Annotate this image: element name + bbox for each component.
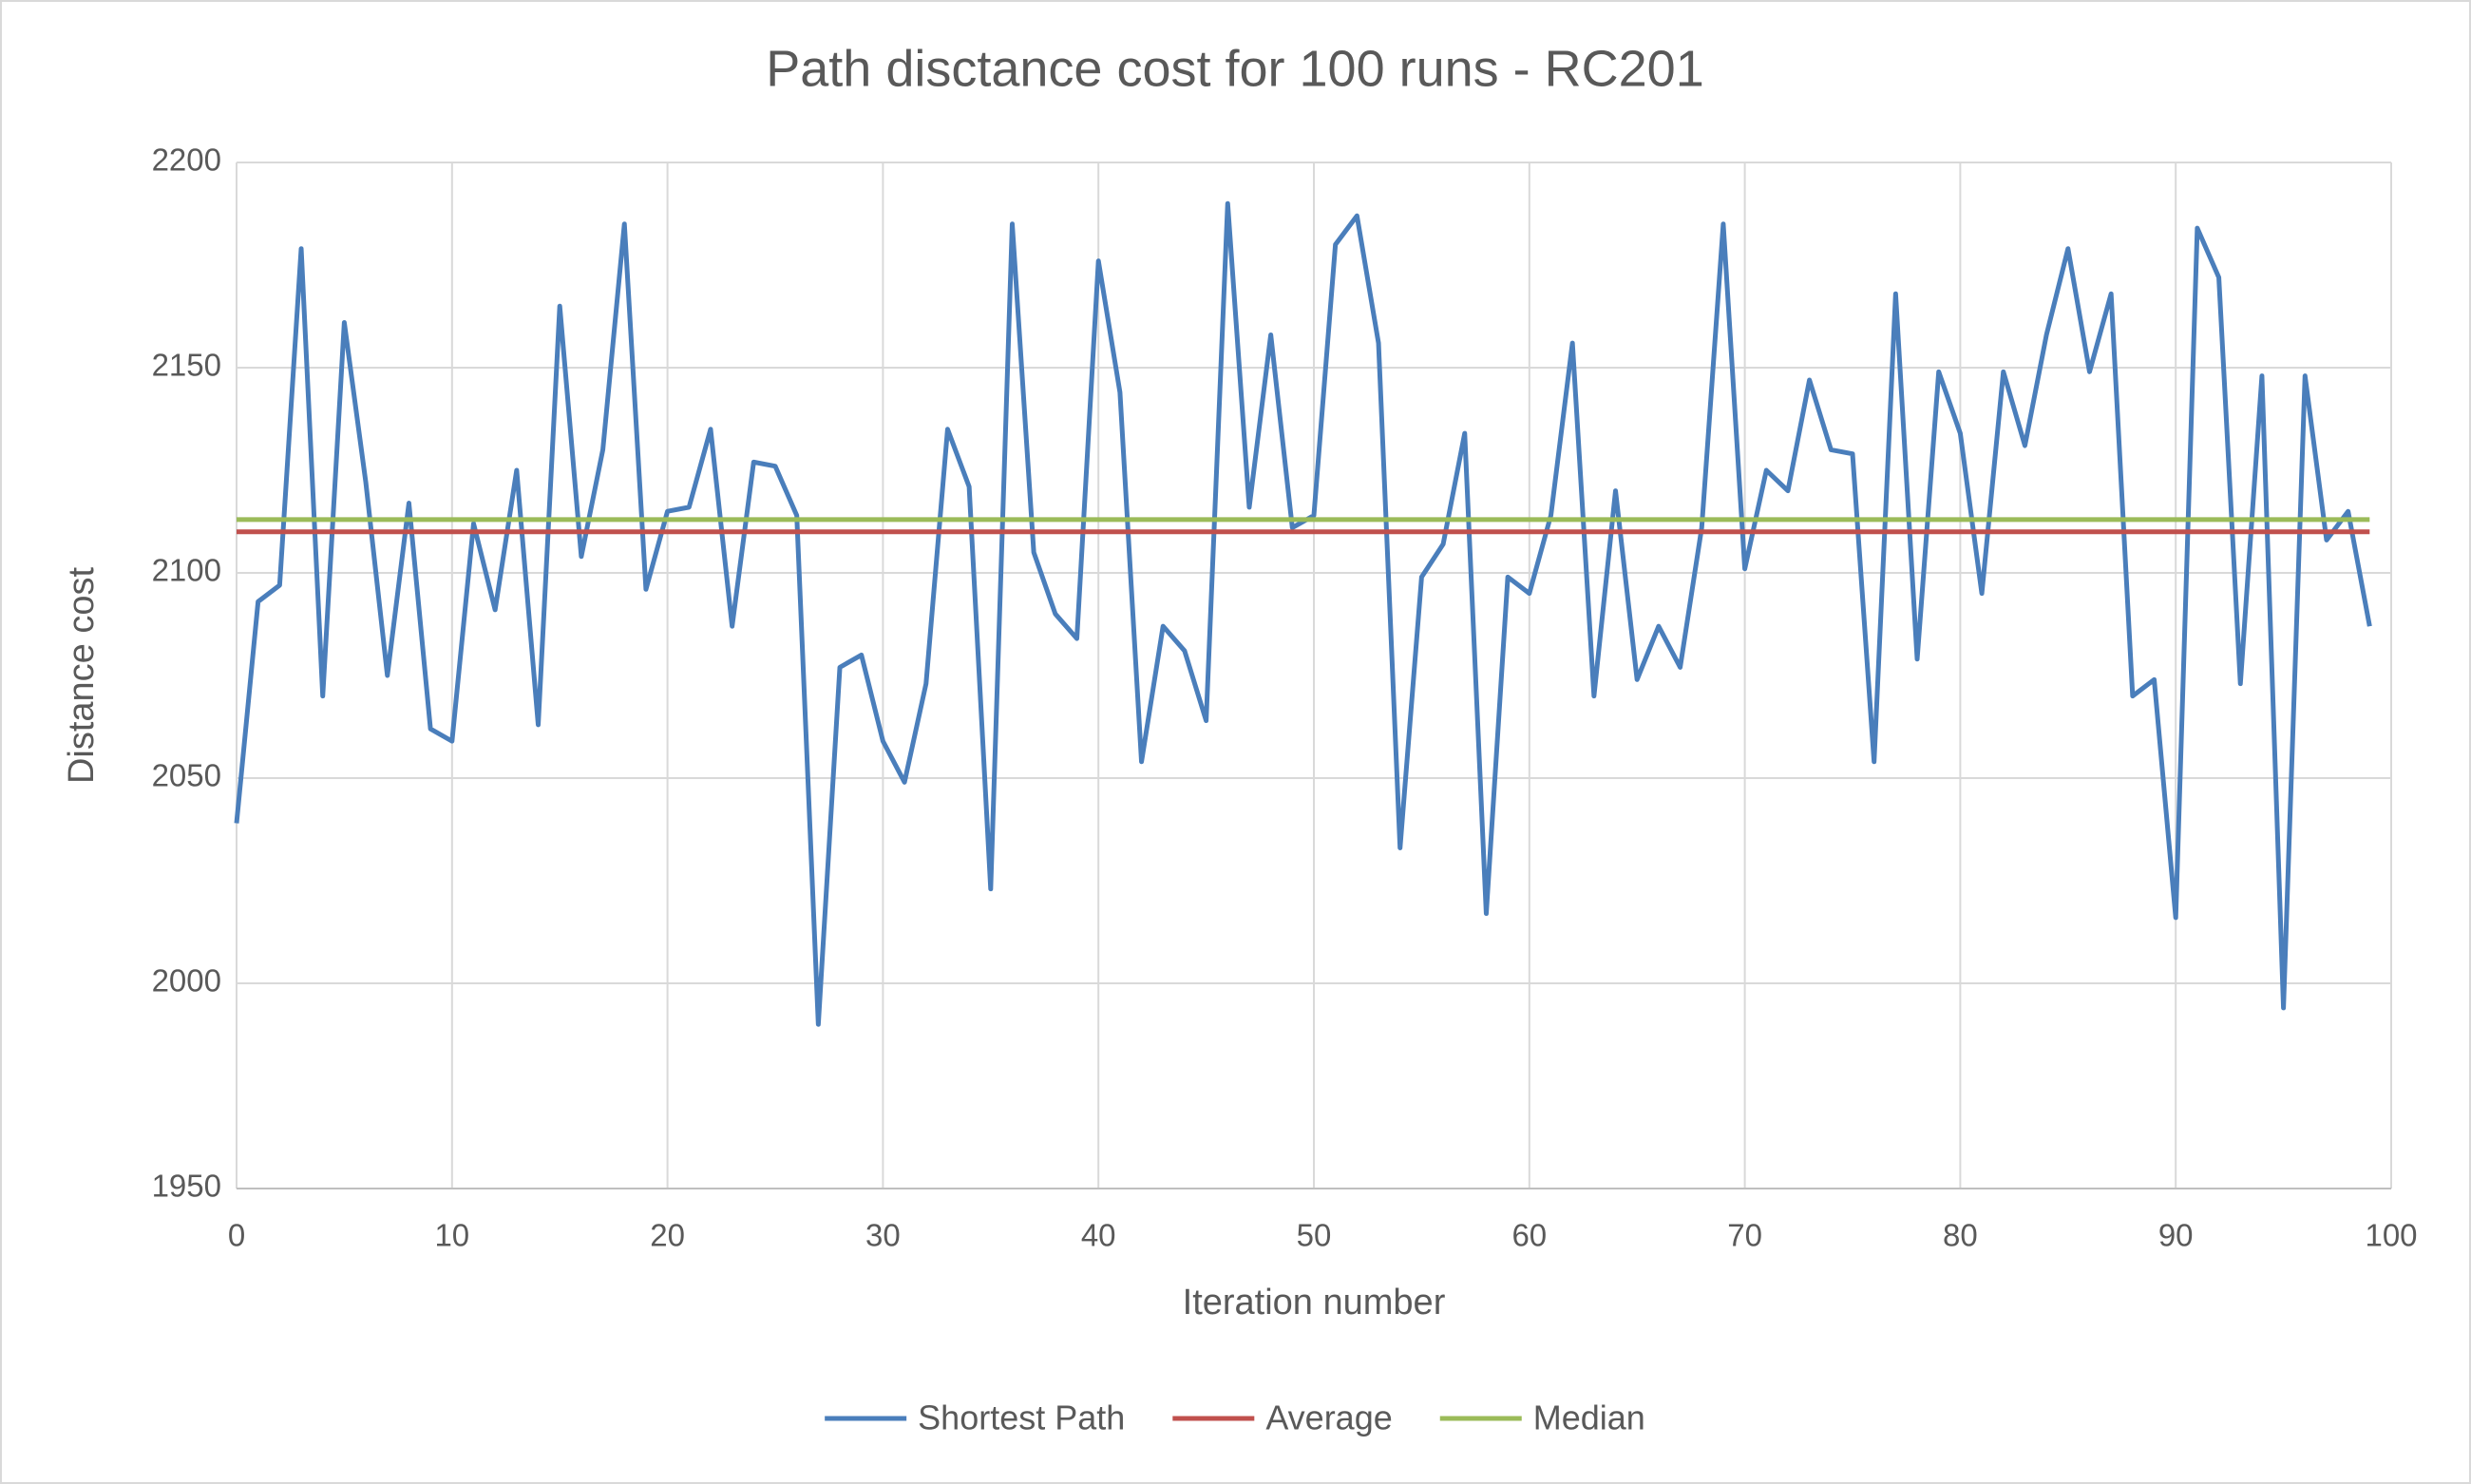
x-tick-label: 90: [2158, 1218, 2194, 1253]
x-tick-label: 10: [434, 1218, 469, 1253]
y-tick-label: 2200: [152, 143, 221, 178]
x-tick-label: 20: [650, 1218, 685, 1253]
y-axis-title: Distance cost: [62, 567, 102, 785]
x-tick-label: 30: [865, 1218, 901, 1253]
x-tick-label: 70: [1727, 1218, 1762, 1253]
chart-title: Path disctance cost for 100 runs - RC201: [766, 40, 1704, 97]
x-tick-label: 0: [228, 1218, 245, 1253]
legend-label: Median: [1533, 1398, 1645, 1437]
legend-label: Average: [1265, 1398, 1392, 1437]
x-tick-label: 40: [1081, 1218, 1116, 1253]
x-axis-title: Iteration number: [1183, 1283, 1446, 1322]
legend-label: Shortest Path: [918, 1398, 1125, 1437]
x-tick-label: 80: [1943, 1218, 1978, 1253]
y-tick-label: 2150: [152, 348, 221, 383]
x-tick-label: 50: [1297, 1218, 1332, 1253]
y-tick-label: 1950: [152, 1169, 221, 1204]
y-tick-label: 2000: [152, 963, 221, 999]
y-tick-label: 2050: [152, 758, 221, 793]
x-tick-label: 60: [1511, 1218, 1547, 1253]
x-tick-label: 100: [2365, 1218, 2417, 1253]
y-tick-label: 2100: [152, 553, 221, 588]
